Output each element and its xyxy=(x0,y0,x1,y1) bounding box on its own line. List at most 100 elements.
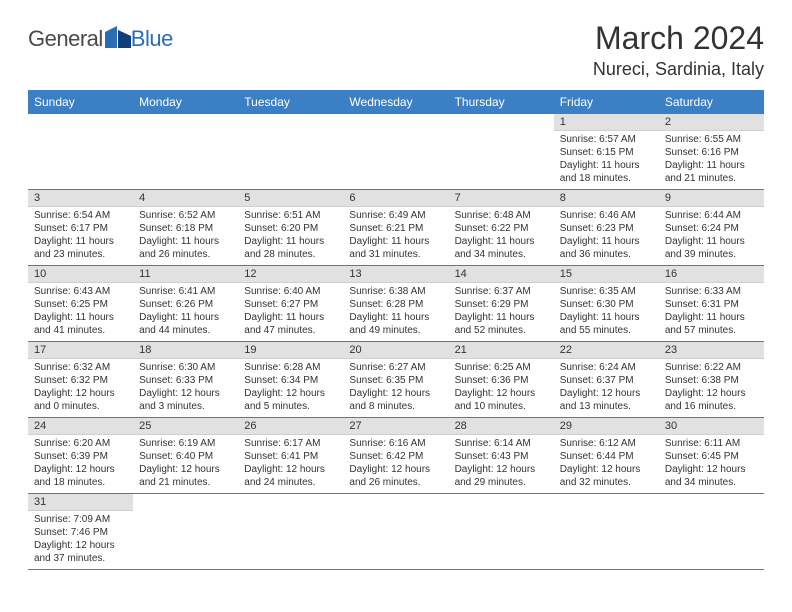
day-sunset: Sunset: 6:39 PM xyxy=(34,450,127,463)
day-sunset: Sunset: 6:45 PM xyxy=(665,450,758,463)
day-details: Sunrise: 6:25 AMSunset: 6:36 PMDaylight:… xyxy=(449,359,554,417)
day-sunset: Sunset: 6:31 PM xyxy=(665,298,758,311)
day-details: Sunrise: 6:14 AMSunset: 6:43 PMDaylight:… xyxy=(449,435,554,493)
calendar-cell: 31Sunrise: 7:09 AMSunset: 7:46 PMDayligh… xyxy=(28,494,133,570)
day-daylight: Daylight: 11 hours and 18 minutes. xyxy=(560,159,653,185)
day-sunset: Sunset: 7:46 PM xyxy=(34,526,127,539)
calendar-row: 1Sunrise: 6:57 AMSunset: 6:15 PMDaylight… xyxy=(28,114,764,190)
calendar-cell: 7Sunrise: 6:48 AMSunset: 6:22 PMDaylight… xyxy=(449,190,554,266)
calendar-cell: 20Sunrise: 6:27 AMSunset: 6:35 PMDayligh… xyxy=(343,342,448,418)
day-number: 21 xyxy=(449,342,554,359)
day-sunset: Sunset: 6:25 PM xyxy=(34,298,127,311)
day-daylight: Daylight: 11 hours and 41 minutes. xyxy=(34,311,127,337)
calendar-cell xyxy=(343,494,448,570)
day-sunrise: Sunrise: 6:40 AM xyxy=(244,285,337,298)
day-number: 27 xyxy=(343,418,448,435)
day-details: Sunrise: 6:51 AMSunset: 6:20 PMDaylight:… xyxy=(238,207,343,265)
day-number: 29 xyxy=(554,418,659,435)
day-daylight: Daylight: 12 hours and 29 minutes. xyxy=(455,463,548,489)
day-sunset: Sunset: 6:37 PM xyxy=(560,374,653,387)
day-sunrise: Sunrise: 6:22 AM xyxy=(665,361,758,374)
day-number: 18 xyxy=(133,342,238,359)
day-number: 28 xyxy=(449,418,554,435)
day-daylight: Daylight: 12 hours and 24 minutes. xyxy=(244,463,337,489)
day-sunset: Sunset: 6:23 PM xyxy=(560,222,653,235)
calendar-body: 1Sunrise: 6:57 AMSunset: 6:15 PMDaylight… xyxy=(28,114,764,570)
day-daylight: Daylight: 12 hours and 5 minutes. xyxy=(244,387,337,413)
day-sunrise: Sunrise: 6:12 AM xyxy=(560,437,653,450)
day-number: 8 xyxy=(554,190,659,207)
day-daylight: Daylight: 11 hours and 23 minutes. xyxy=(34,235,127,261)
weekday-header: Sunday xyxy=(28,90,133,114)
calendar-cell: 19 Sunrise: 6:28 AMSunset: 6:34 PMDayligh… xyxy=(238,342,343,418)
day-sunrise: Sunrise: 6:25 AM xyxy=(455,361,548,374)
calendar-cell xyxy=(133,114,238,190)
day-number: 12 xyxy=(238,266,343,283)
day-details: Sunrise: 6:52 AMSunset: 6:18 PMDaylight:… xyxy=(133,207,238,265)
calendar-row: 10Sunrise: 6:43 AMSunset: 6:25 PMDayligh… xyxy=(28,266,764,342)
day-sunset: Sunset: 6:34 PM xyxy=(244,374,337,387)
page-title: March 2024 xyxy=(593,20,764,57)
day-sunset: Sunset: 6:18 PM xyxy=(139,222,232,235)
day-number: 6 xyxy=(343,190,448,207)
day-sunset: Sunset: 6:28 PM xyxy=(349,298,442,311)
day-sunrise: Sunrise: 6:49 AM xyxy=(349,209,442,222)
calendar-row: 31Sunrise: 7:09 AMSunset: 7:46 PMDayligh… xyxy=(28,494,764,570)
day-number: 15 xyxy=(554,266,659,283)
day-sunrise: Sunrise: 6:28 AM xyxy=(244,361,337,374)
day-number: 9 xyxy=(659,190,764,207)
day-details: Sunrise: 6:49 AMSunset: 6:21 PMDaylight:… xyxy=(343,207,448,265)
day-daylight: Daylight: 11 hours and 57 minutes. xyxy=(665,311,758,337)
day-sunset: Sunset: 6:38 PM xyxy=(665,374,758,387)
day-details: Sunrise: 7:09 AMSunset: 7:46 PMDaylight:… xyxy=(28,511,133,569)
weekday-header: Tuesday xyxy=(238,90,343,114)
calendar-cell: 10Sunrise: 6:43 AMSunset: 6:25 PMDayligh… xyxy=(28,266,133,342)
day-daylight: Daylight: 12 hours and 8 minutes. xyxy=(349,387,442,413)
calendar-table: SundayMondayTuesdayWednesdayThursdayFrid… xyxy=(28,90,764,570)
day-sunrise: Sunrise: 6:44 AM xyxy=(665,209,758,222)
calendar-cell: 27Sunrise: 6:16 AMSunset: 6:42 PMDayligh… xyxy=(343,418,448,494)
day-details: Sunrise: 6:27 AMSunset: 6:35 PMDaylight:… xyxy=(343,359,448,417)
calendar-cell: 22Sunrise: 6:24 AMSunset: 6:37 PMDayligh… xyxy=(554,342,659,418)
calendar-cell: 5Sunrise: 6:51 AMSunset: 6:20 PMDaylight… xyxy=(238,190,343,266)
weekday-header: Monday xyxy=(133,90,238,114)
day-number: 19 xyxy=(238,342,343,359)
calendar-cell xyxy=(554,494,659,570)
day-daylight: Daylight: 11 hours and 21 minutes. xyxy=(665,159,758,185)
day-number: 14 xyxy=(449,266,554,283)
day-details: Sunrise: 6:40 AMSunset: 6:27 PMDaylight:… xyxy=(238,283,343,341)
day-sunrise: Sunrise: 6:14 AM xyxy=(455,437,548,450)
day-details: Sunrise: 6:30 AMSunset: 6:33 PMDaylight:… xyxy=(133,359,238,417)
day-details: Sunrise: 6:20 AMSunset: 6:39 PMDaylight:… xyxy=(28,435,133,493)
day-daylight: Daylight: 12 hours and 16 minutes. xyxy=(665,387,758,413)
day-sunset: Sunset: 6:40 PM xyxy=(139,450,232,463)
day-details: Sunrise: 6:37 AMSunset: 6:29 PMDaylight:… xyxy=(449,283,554,341)
day-sunrise: Sunrise: 6:24 AM xyxy=(560,361,653,374)
weekday-header: Friday xyxy=(554,90,659,114)
day-sunrise: Sunrise: 6:48 AM xyxy=(455,209,548,222)
day-number: 20 xyxy=(343,342,448,359)
calendar-cell: 30Sunrise: 6:11 AMSunset: 6:45 PMDayligh… xyxy=(659,418,764,494)
day-number: 30 xyxy=(659,418,764,435)
calendar-cell: 29Sunrise: 6:12 AMSunset: 6:44 PMDayligh… xyxy=(554,418,659,494)
day-sunset: Sunset: 6:29 PM xyxy=(455,298,548,311)
calendar-cell: 16Sunrise: 6:33 AMSunset: 6:31 PMDayligh… xyxy=(659,266,764,342)
calendar-cell: 4Sunrise: 6:52 AMSunset: 6:18 PMDaylight… xyxy=(133,190,238,266)
day-number: 17 xyxy=(28,342,133,359)
day-number: 23 xyxy=(659,342,764,359)
day-details: Sunrise: 6:48 AMSunset: 6:22 PMDaylight:… xyxy=(449,207,554,265)
calendar-cell: 18Sunrise: 6:30 AMSunset: 6:33 PMDayligh… xyxy=(133,342,238,418)
day-sunrise: Sunrise: 6:37 AM xyxy=(455,285,548,298)
day-details: Sunrise: 6:57 AMSunset: 6:15 PMDaylight:… xyxy=(554,131,659,189)
day-details: Sunrise: 6:44 AMSunset: 6:24 PMDaylight:… xyxy=(659,207,764,265)
day-sunrise: Sunrise: 6:57 AM xyxy=(560,133,653,146)
calendar-cell xyxy=(28,114,133,190)
calendar-cell: 25Sunrise: 6:19 AMSunset: 6:40 PMDayligh… xyxy=(133,418,238,494)
calendar-row: 24Sunrise: 6:20 AMSunset: 6:39 PMDayligh… xyxy=(28,418,764,494)
day-daylight: Daylight: 12 hours and 10 minutes. xyxy=(455,387,548,413)
day-sunset: Sunset: 6:16 PM xyxy=(665,146,758,159)
day-sunrise: Sunrise: 6:33 AM xyxy=(665,285,758,298)
logo-text-general: General xyxy=(28,26,103,52)
calendar-cell xyxy=(449,114,554,190)
calendar-cell: 23 Sunrise: 6:22 AMSunset: 6:38 PMDayligh… xyxy=(659,342,764,418)
